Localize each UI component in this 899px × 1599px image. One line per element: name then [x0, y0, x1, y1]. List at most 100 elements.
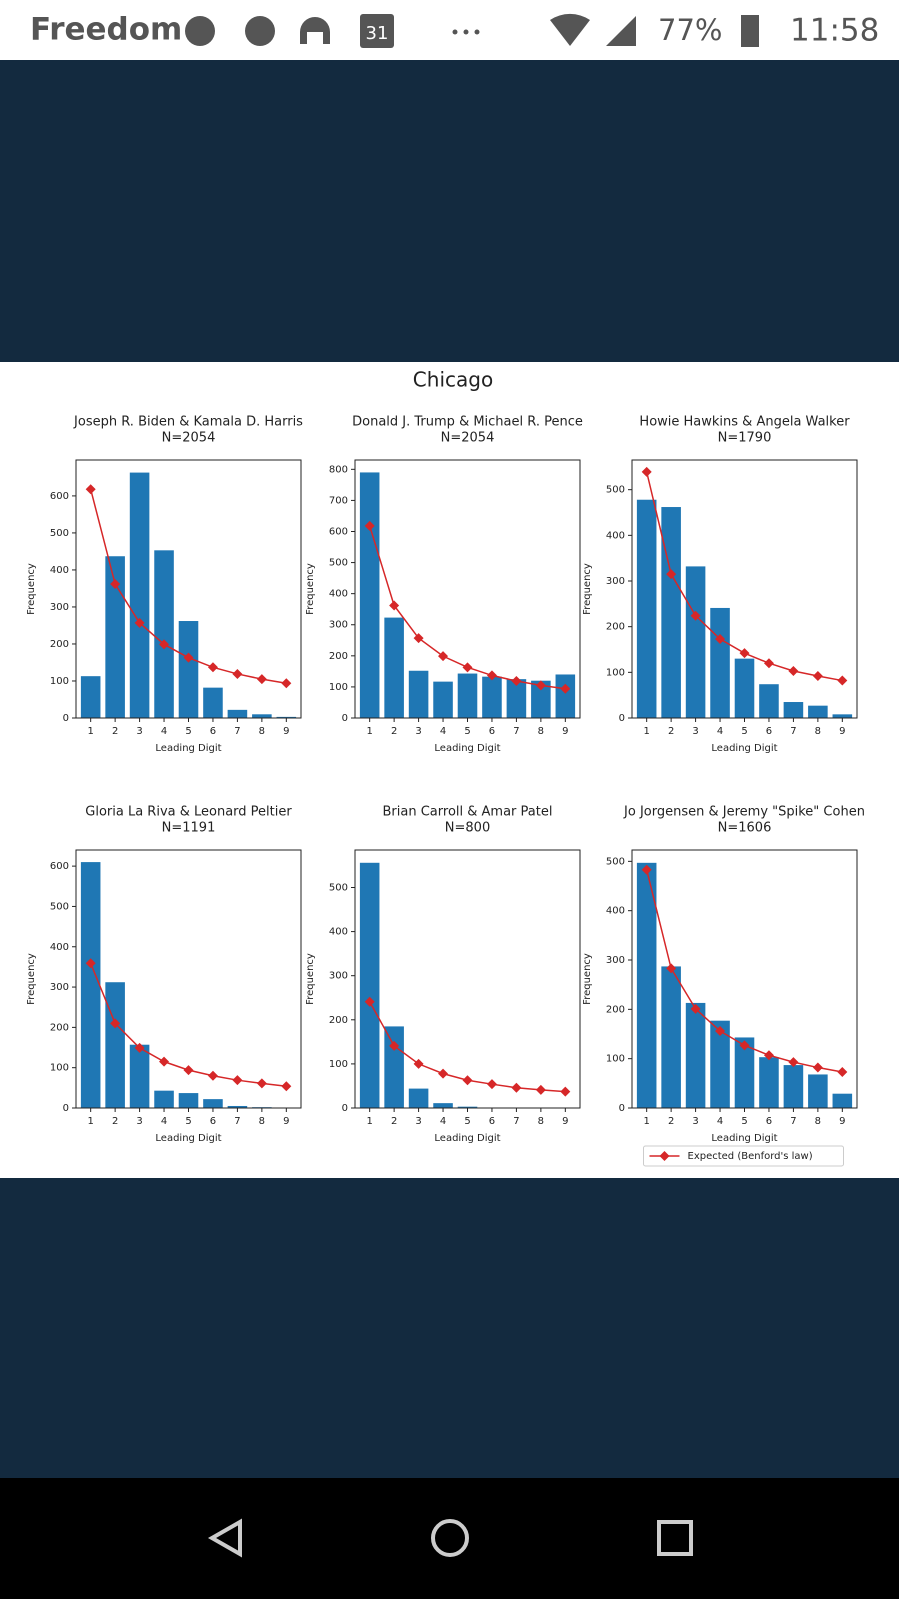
x-tick-label: 8 [259, 1116, 265, 1127]
home-button[interactable] [431, 1519, 469, 1557]
x-tick-label: 2 [391, 1116, 397, 1127]
expected-marker [256, 1078, 267, 1089]
expected-marker [413, 1058, 424, 1069]
expected-marker [232, 1075, 243, 1086]
expected-marker [207, 1070, 218, 1081]
figure-title: Chicago [413, 368, 493, 392]
bar [105, 556, 125, 718]
x-tick-label: 1 [366, 1116, 372, 1127]
x-tick-label: 1 [643, 1116, 649, 1127]
x-axis-label: Leading Digit [711, 1133, 777, 1144]
expected-marker [281, 1081, 292, 1092]
plot-frame [75, 459, 302, 719]
bar [80, 676, 101, 718]
plot-frame [354, 849, 581, 1109]
expected-marker [364, 520, 375, 531]
x-tick-label: 8 [538, 726, 544, 737]
expected-marker [462, 1075, 473, 1086]
expected-marker [666, 569, 677, 580]
bar [408, 670, 429, 718]
x-tick-label: 7 [234, 1116, 240, 1127]
bar [384, 617, 404, 718]
y-tick-label: 600 [50, 491, 69, 502]
chrome-icon [185, 16, 215, 46]
x-axis-label: Leading Digit [155, 1133, 221, 1144]
bar [252, 714, 272, 718]
bar [433, 681, 453, 718]
x-tick-label: 2 [112, 726, 118, 737]
y-tick-label: 100 [329, 682, 348, 693]
bar [203, 687, 223, 718]
x-tick-label: 9 [562, 726, 568, 737]
expected-marker [159, 1056, 170, 1067]
bar [636, 862, 657, 1108]
y-tick-label: 100 [606, 1054, 625, 1065]
y-axis-label: Frequency [305, 953, 316, 1005]
expected-marker [560, 683, 571, 694]
chart-title: Gloria La Riva & Leonard Peltier [85, 805, 292, 820]
x-tick-label: 8 [815, 726, 821, 737]
y-tick-label: 100 [606, 667, 625, 678]
expected-marker [134, 1042, 145, 1053]
expected-marker [389, 1040, 400, 1051]
calendar-day: 31 [366, 23, 389, 44]
x-tick-label: 4 [161, 726, 167, 737]
bar [203, 1099, 223, 1108]
recents-button[interactable] [657, 1520, 693, 1556]
expected-marker [438, 651, 449, 662]
y-tick-label: 300 [606, 955, 625, 966]
charts: Joseph R. Biden & Kamala D. HarrisN=2054… [26, 415, 865, 1167]
expected-marker [486, 670, 497, 681]
calendar-icon [360, 14, 394, 48]
bar [783, 702, 804, 718]
x-tick-label: 8 [538, 1116, 544, 1127]
x-tick-label: 5 [741, 1116, 747, 1127]
y-tick-label: 500 [329, 882, 348, 893]
y-tick-label: 500 [50, 528, 69, 539]
x-tick-label: 6 [766, 1116, 772, 1127]
bar [359, 862, 380, 1108]
x-tick-label: 1 [366, 726, 372, 737]
bar [531, 680, 551, 718]
y-tick-label: 500 [606, 485, 625, 496]
x-tick-label: 6 [210, 726, 216, 737]
expected-marker [560, 1086, 571, 1097]
x-tick-label: 5 [185, 726, 191, 737]
carrier: Freedom [30, 12, 182, 48]
battery-percent: 77% [658, 13, 722, 47]
bar [482, 676, 502, 718]
expected-marker [837, 675, 848, 686]
y-tick-label: 300 [50, 982, 69, 993]
expected-marker [462, 662, 473, 673]
bar [685, 1002, 706, 1108]
x-tick-label: 8 [259, 726, 265, 737]
bar [710, 607, 730, 718]
legend-box [643, 1145, 844, 1167]
expected-marker [183, 1065, 194, 1076]
y-tick-label: 100 [50, 1063, 69, 1074]
x-tick-label: 7 [790, 1116, 796, 1127]
y-tick-label: 300 [329, 620, 348, 631]
y-tick-label: 200 [329, 651, 348, 662]
x-axis-label: Leading Digit [434, 1133, 500, 1144]
x-axis-label: Leading Digit [711, 743, 777, 754]
bar [832, 714, 853, 718]
expected-marker [812, 670, 823, 681]
bar [661, 966, 681, 1108]
x-tick-label: 2 [391, 726, 397, 737]
x-tick-label: 9 [283, 726, 289, 737]
battery-icon [741, 15, 759, 47]
y-tick-label: 0 [619, 713, 625, 724]
expected-marker [739, 1040, 750, 1051]
y-axis-label: Frequency [26, 563, 37, 615]
y-axis-label: Frequency [582, 563, 593, 615]
y-tick-label: 200 [50, 1022, 69, 1033]
back-button[interactable] [207, 1518, 242, 1558]
y-tick-label: 500 [606, 856, 625, 867]
bar [178, 1093, 199, 1108]
expected-marker [511, 676, 522, 687]
y-tick-label: 200 [50, 639, 69, 650]
y-tick-label: 100 [50, 676, 69, 687]
bar [710, 1020, 730, 1108]
